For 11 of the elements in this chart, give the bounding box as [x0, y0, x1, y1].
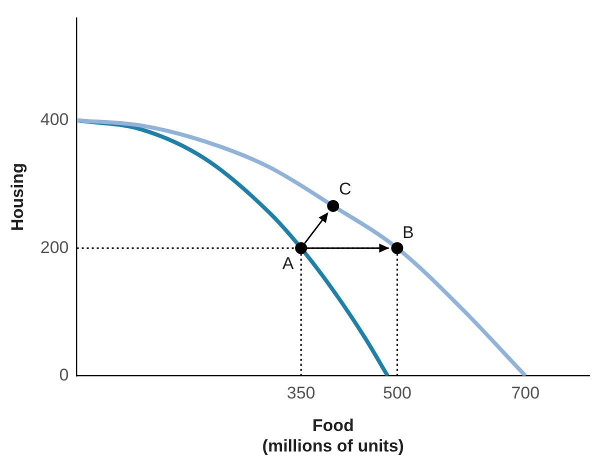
annotation: C [338, 180, 352, 199]
x-tick-label: 500 [383, 384, 412, 403]
x-tick-label: 350 [286, 384, 316, 403]
annotation: A [282, 254, 294, 273]
y-axis-title: Housing [8, 163, 27, 231]
annotation: B [402, 222, 414, 242]
y-tick-label: 200 [40, 238, 69, 257]
y-tick-label: 0 [59, 365, 69, 384]
x-tick-label: 700 [511, 384, 540, 403]
y-tick-label: 400 [40, 110, 69, 130]
x-axis-title: Food (millions of units) [262, 416, 404, 456]
